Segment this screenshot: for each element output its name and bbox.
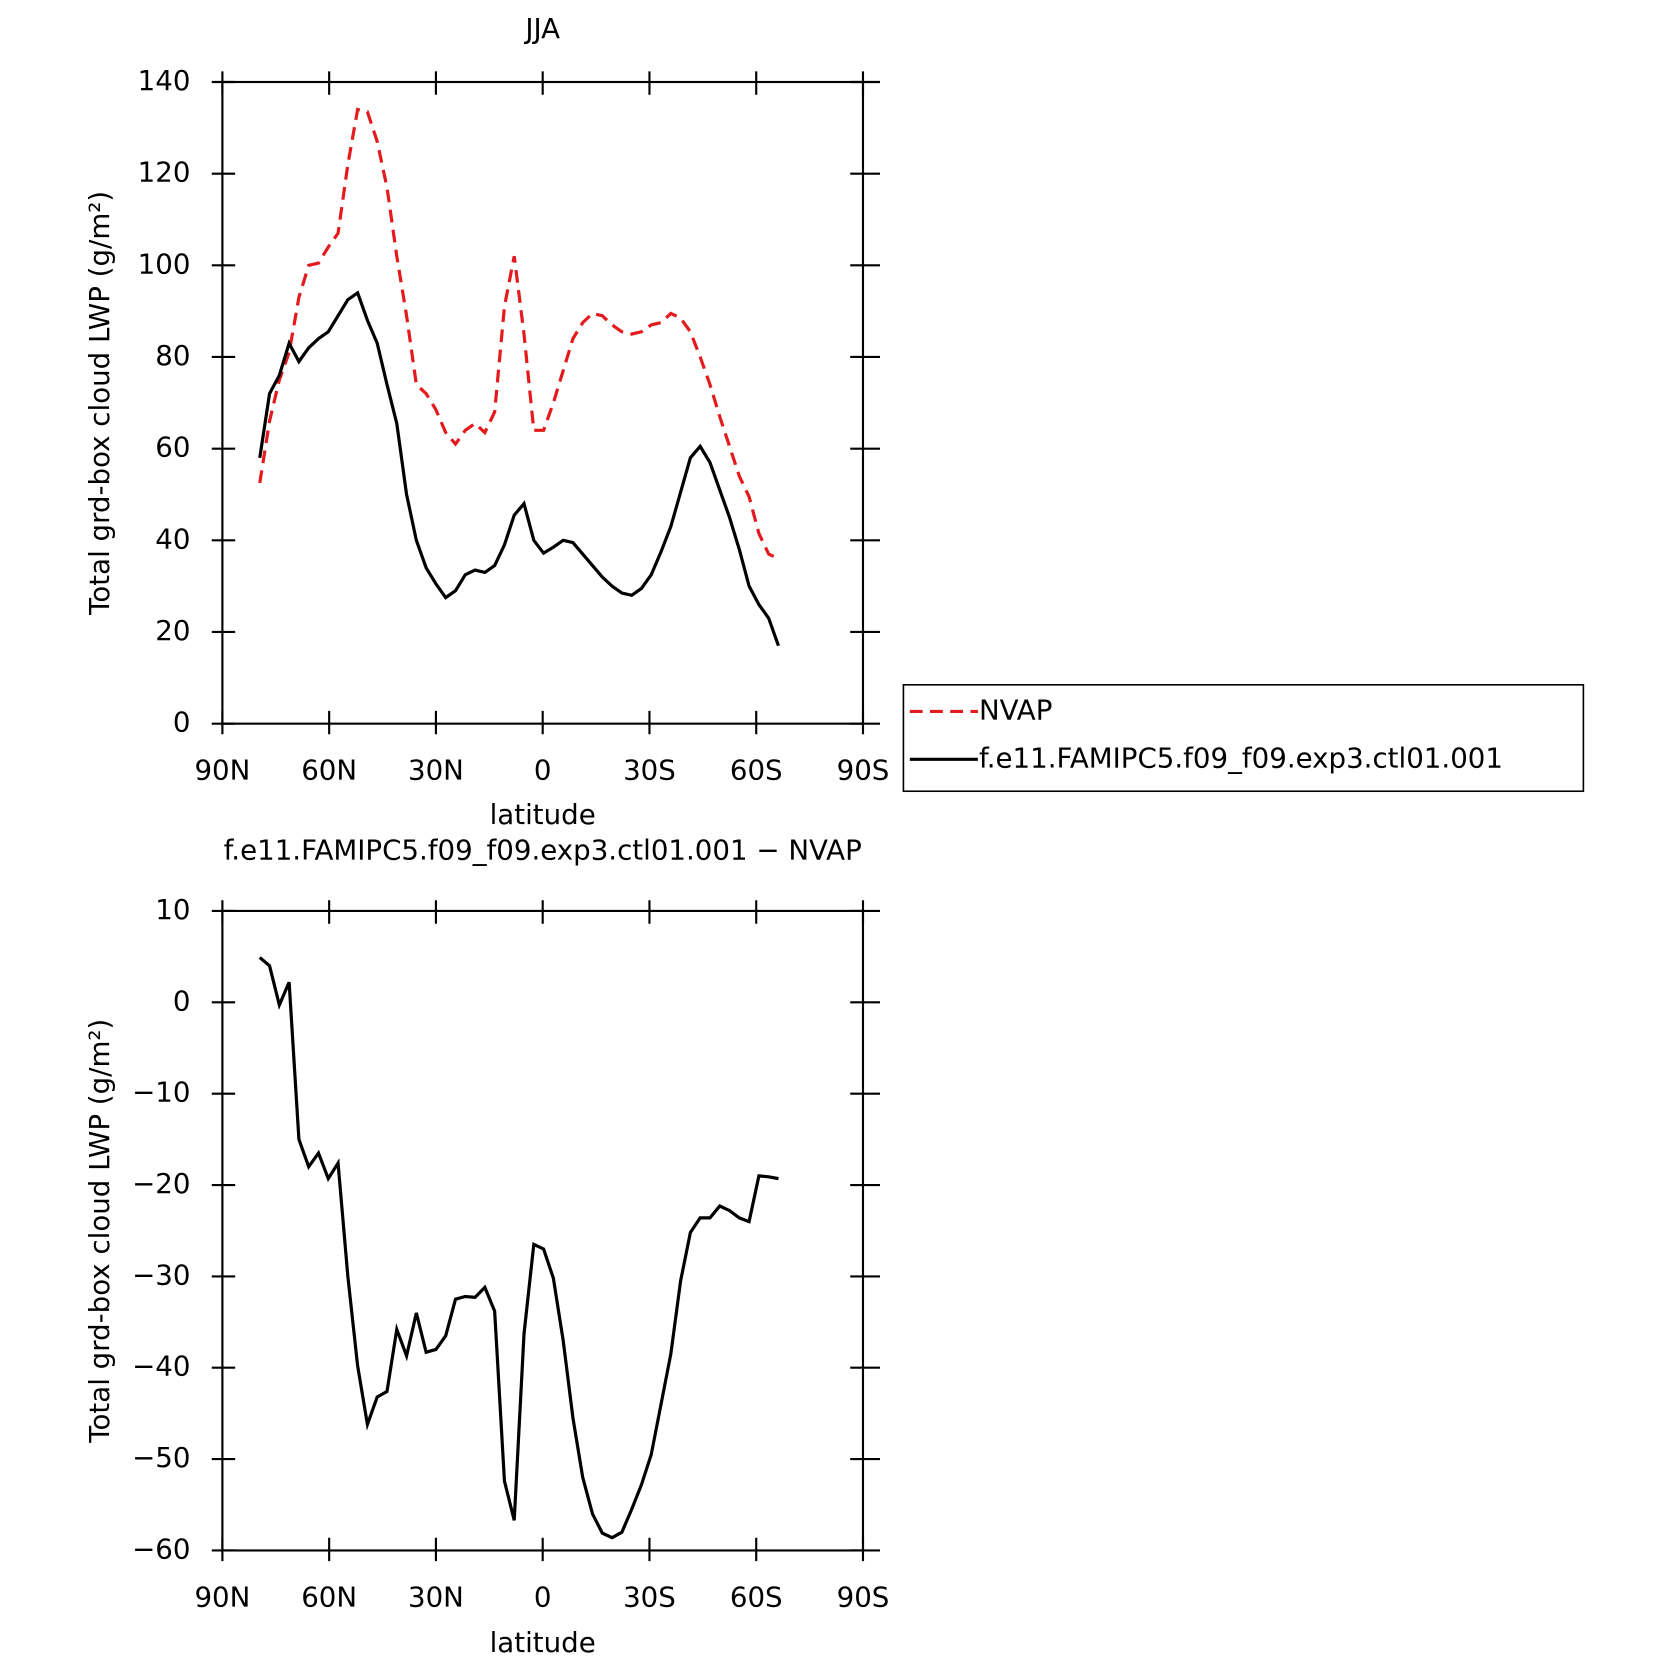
y-tick-label: 10 [155, 893, 190, 926]
y-tick-label: 0 [173, 984, 191, 1017]
legend-box [902, 684, 1585, 793]
y-tick-label: 80 [155, 339, 190, 372]
y-tick-label: −60 [132, 1532, 190, 1565]
x-tick-label: 0 [534, 1580, 552, 1613]
x-axis-label: latitude [490, 798, 596, 831]
y-axis-label: Total grd-box cloud LWP (g/m²) [83, 191, 116, 616]
data-line [258, 956, 779, 1540]
chart-title: JJA [523, 12, 560, 45]
y-tick-label: 40 [155, 522, 190, 555]
plot-frame [221, 909, 865, 1552]
chart-title: f.e11.FAMIPC5.f09_f09.exp3.ctl01.001 − N… [224, 833, 862, 866]
y-axis-label: Total grd-box cloud LWP (g/m²) [83, 1019, 116, 1444]
y-tick-label: −10 [132, 1076, 190, 1109]
x-tick-label: 30S [623, 754, 676, 787]
legend-label: NVAP [979, 693, 1052, 726]
y-tick-label: 100 [138, 247, 191, 280]
y-tick-label: 120 [138, 156, 191, 189]
y-tick-label: 20 [155, 614, 190, 647]
legend-label: f.e11.FAMIPC5.f09_f09.exp3.ctl01.001 [979, 741, 1503, 774]
x-tick-label: 60S [730, 1580, 783, 1613]
y-tick-label: −20 [132, 1167, 190, 1200]
y-tick-label: 0 [173, 706, 191, 739]
x-tick-label: 90S [837, 754, 890, 787]
y-tick-label: 140 [138, 64, 191, 97]
x-axis-label: latitude [490, 1626, 596, 1658]
x-tick-label: 60N [301, 754, 357, 787]
x-tick-label: 90N [194, 754, 250, 787]
x-tick-label: 30N [408, 754, 464, 787]
y-tick-label: −50 [132, 1441, 190, 1474]
x-tick-label: 90N [194, 1580, 250, 1613]
x-tick-label: 60N [301, 1580, 357, 1613]
x-tick-label: 0 [534, 754, 552, 787]
x-tick-label: 30N [408, 1580, 464, 1613]
x-tick-label: 90S [837, 1580, 890, 1613]
data-line [258, 107, 780, 561]
y-tick-label: −40 [132, 1350, 190, 1383]
plot-frame [221, 80, 865, 725]
x-tick-label: 30S [623, 1580, 676, 1613]
data-line [258, 290, 780, 647]
y-tick-label: −30 [132, 1258, 190, 1291]
y-tick-label: 60 [155, 431, 190, 464]
x-tick-label: 60S [730, 754, 783, 787]
